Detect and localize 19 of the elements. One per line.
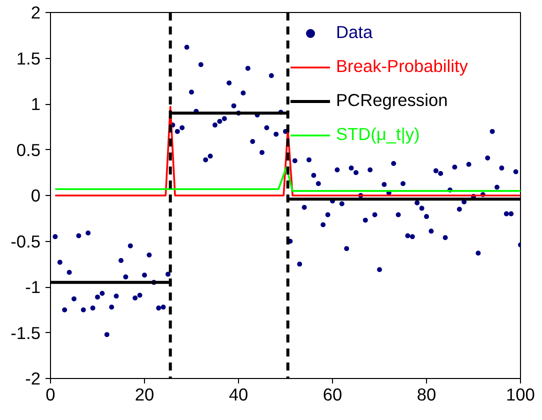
- y-tick-label: 1: [30, 94, 41, 114]
- y-tick-label: 1.5: [16, 48, 41, 68]
- y-tick-label: -2: [25, 368, 41, 388]
- y-tick-label: 0: [30, 186, 41, 206]
- legend-label: Break-Probability: [336, 56, 468, 77]
- y-tick-label: -1.5: [10, 322, 40, 343]
- x-tick-label: 80: [416, 384, 436, 404]
- y-tick-label: -0.5: [10, 231, 40, 252]
- x-tick-label: 100: [506, 384, 535, 404]
- legend-label: STD(μ_t|y): [336, 124, 420, 145]
- x-tick-label: 0: [46, 384, 56, 404]
- y-tick-label: 2: [30, 2, 41, 22]
- x-tick-label: 40: [228, 384, 248, 404]
- x-tick-label: 60: [322, 384, 342, 404]
- y-tick-label: -1: [25, 277, 41, 297]
- legend-label: PCRegression: [336, 90, 448, 111]
- y-tick-label: 0.5: [16, 140, 41, 160]
- x-tick-label: 20: [134, 384, 154, 404]
- legend-label: Data: [336, 22, 373, 43]
